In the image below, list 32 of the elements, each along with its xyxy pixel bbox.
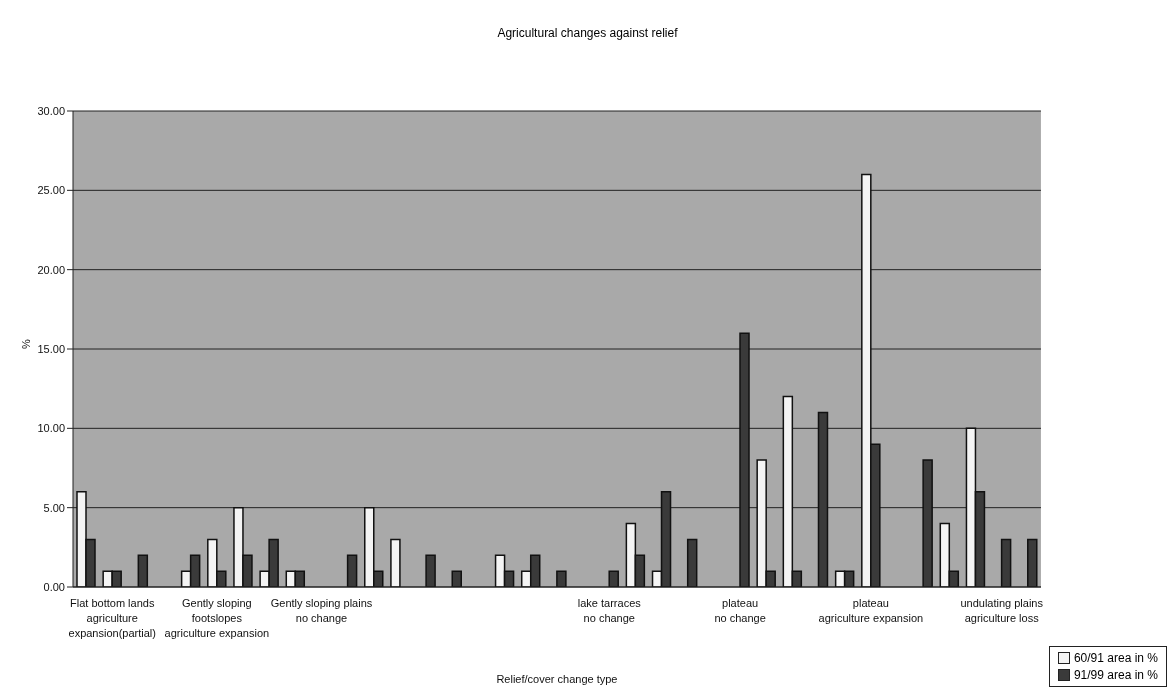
x-tick-label: Gently sloping plains no change [270, 597, 373, 624]
bar [451, 570, 462, 587]
y-axis-title: % [19, 339, 32, 349]
x-tick-label: Flat bottom lands agriculture expansion(partial) [68, 597, 156, 639]
bar [390, 538, 401, 587]
bar [1000, 538, 1012, 587]
y-tick-label: 25.00 [37, 184, 65, 197]
bar [425, 554, 436, 587]
y-tick-label: 15.00 [37, 342, 65, 355]
bar [922, 459, 933, 587]
chart-title: Agricultural changes against relief [496, 25, 679, 42]
bar [1027, 538, 1038, 587]
x-tick-label: lake tarraces no change [577, 597, 642, 624]
bar [137, 554, 149, 587]
x-tick-label: plateau agriculture expansion [818, 597, 924, 624]
legend-label: 91/99 area in % [1073, 668, 1158, 682]
x-tick-label: plateau no change [714, 597, 766, 624]
y-tick-label: 10.00 [37, 422, 65, 435]
legend-label: 60/91 area in % [1073, 651, 1158, 665]
bar [346, 554, 358, 587]
x-tick-label: undulating plains agriculture loss [960, 597, 1044, 624]
bar [739, 332, 750, 587]
bar [608, 570, 619, 587]
x-axis-title: Relief/cover change type [496, 673, 618, 685]
y-tick-label: 20.00 [37, 263, 65, 276]
bar [556, 570, 567, 587]
bar [817, 411, 829, 587]
y-tick-label: 0.00 [43, 580, 65, 593]
y-tick-label: 5.00 [43, 501, 65, 514]
x-tick-label: Gently sloping footslopes agriculture expansion [164, 597, 270, 639]
bar [686, 538, 698, 587]
y-tick-label: 30.00 [37, 104, 65, 117]
